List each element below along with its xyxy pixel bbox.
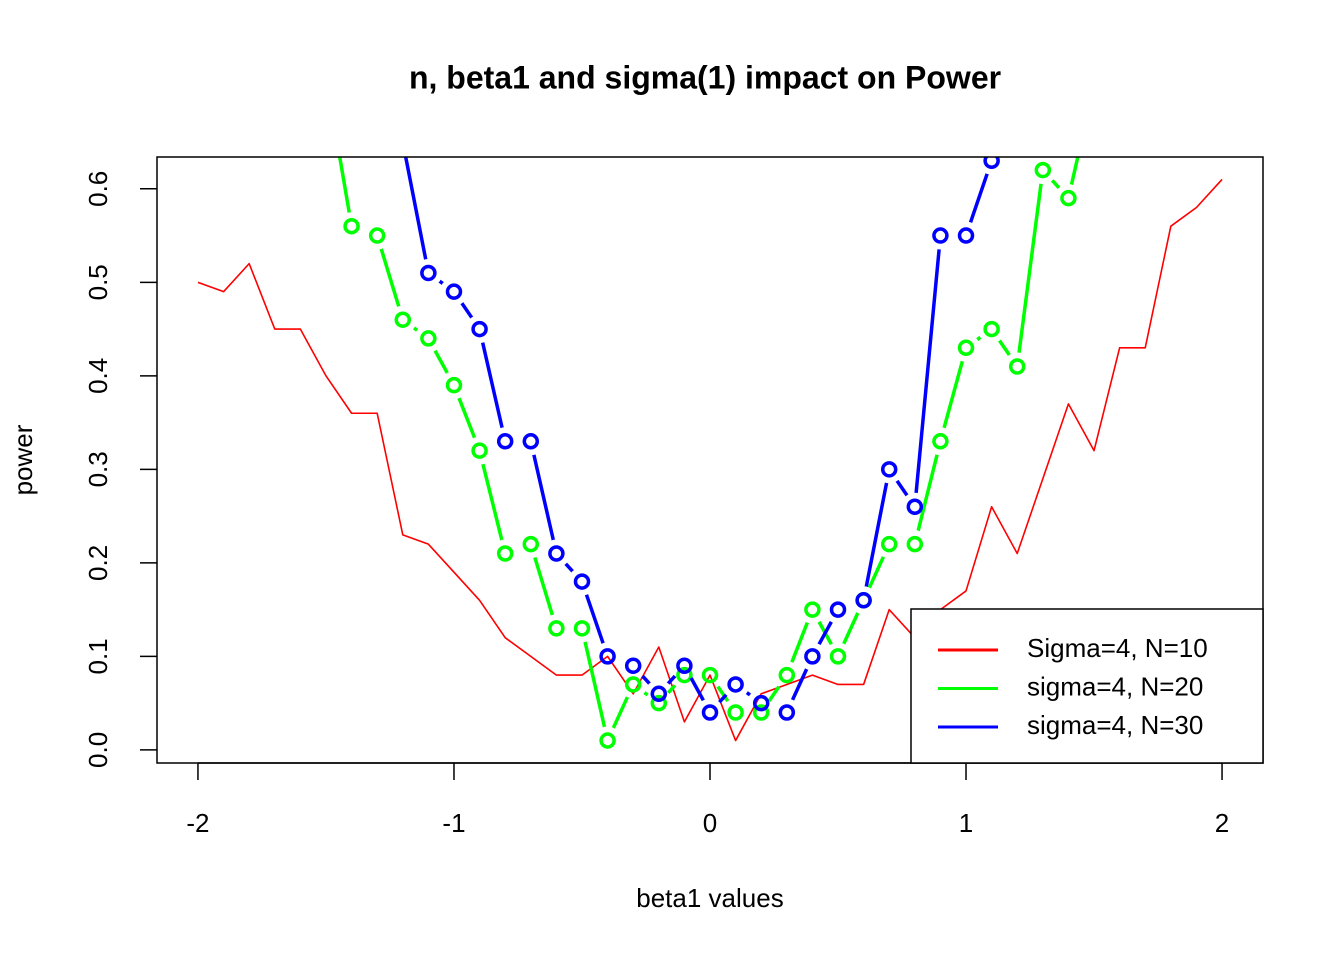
point: [752, 704, 770, 721]
x-tick-label: 1: [959, 808, 973, 838]
series-line: [403, 157, 995, 715]
point: [855, 592, 872, 609]
point: [727, 704, 744, 721]
point: [624, 676, 642, 693]
y-tick-label: 0.5: [83, 264, 113, 300]
point: [778, 704, 796, 721]
point: [983, 320, 1000, 338]
x-tick-label: -1: [442, 808, 465, 838]
point: [368, 227, 386, 244]
y-tick-label: 0.4: [83, 358, 113, 394]
point: [396, 136, 409, 149]
point: [880, 461, 898, 478]
point: [701, 666, 719, 684]
point: [548, 545, 565, 562]
legend-label: sigma=4, N=20: [1027, 671, 1203, 701]
point: [343, 217, 360, 235]
point: [1060, 189, 1077, 207]
point: [650, 685, 668, 703]
point: [804, 601, 821, 618]
point: [650, 694, 668, 712]
point: [1008, 358, 1026, 375]
point: [599, 732, 616, 749]
x-tick-label: 2: [1215, 808, 1229, 838]
chart-title: n, beta1 and sigma(1) impact on Power: [409, 59, 1001, 95]
point: [471, 442, 488, 459]
point: [624, 657, 642, 674]
y-tick-label: 0.0: [83, 732, 113, 768]
point: [599, 648, 616, 665]
point: [906, 535, 924, 553]
point: [548, 620, 565, 637]
point: [778, 666, 796, 684]
point: [983, 157, 1000, 169]
point: [880, 535, 898, 553]
point: [701, 704, 719, 721]
y-tick-label: 0.2: [83, 545, 113, 581]
point: [957, 339, 975, 357]
point: [420, 264, 437, 282]
x-tick-label: 0: [703, 808, 717, 838]
point: [496, 545, 514, 562]
point: [676, 657, 693, 674]
point: [1034, 161, 1052, 179]
legend-label: sigma=4, N=30: [1027, 710, 1203, 740]
point: [829, 601, 847, 618]
legend-label: Sigma=4, N=10: [1027, 633, 1208, 663]
point: [727, 676, 744, 693]
point: [420, 330, 437, 347]
point: [496, 433, 514, 450]
plot-frame: [156, 156, 1264, 764]
point: [573, 573, 591, 590]
point: [906, 498, 924, 516]
point: [445, 376, 463, 394]
point: [932, 227, 949, 244]
point: [1088, 79, 1101, 92]
y-tick-label: 0.3: [83, 451, 113, 487]
x-axis-label: beta1 values: [636, 883, 783, 913]
y-tick-label: 0.1: [83, 638, 113, 674]
point: [932, 433, 949, 450]
y-axis-label: power: [8, 424, 38, 495]
point: [522, 535, 540, 553]
point: [573, 620, 591, 637]
point: [829, 648, 847, 665]
point: [752, 694, 770, 712]
x-tick-label: -2: [186, 808, 209, 838]
y-tick-label: 0.6: [83, 171, 113, 207]
point: [394, 311, 412, 328]
point: [1011, 42, 1024, 55]
point: [957, 227, 975, 244]
point: [804, 648, 821, 665]
point: [471, 320, 488, 338]
point: [445, 283, 463, 300]
series-line: [337, 157, 1080, 743]
point: [522, 433, 540, 450]
point: [319, 70, 332, 83]
legend-box: [910, 608, 1264, 764]
plot-area: [197, 42, 1223, 749]
